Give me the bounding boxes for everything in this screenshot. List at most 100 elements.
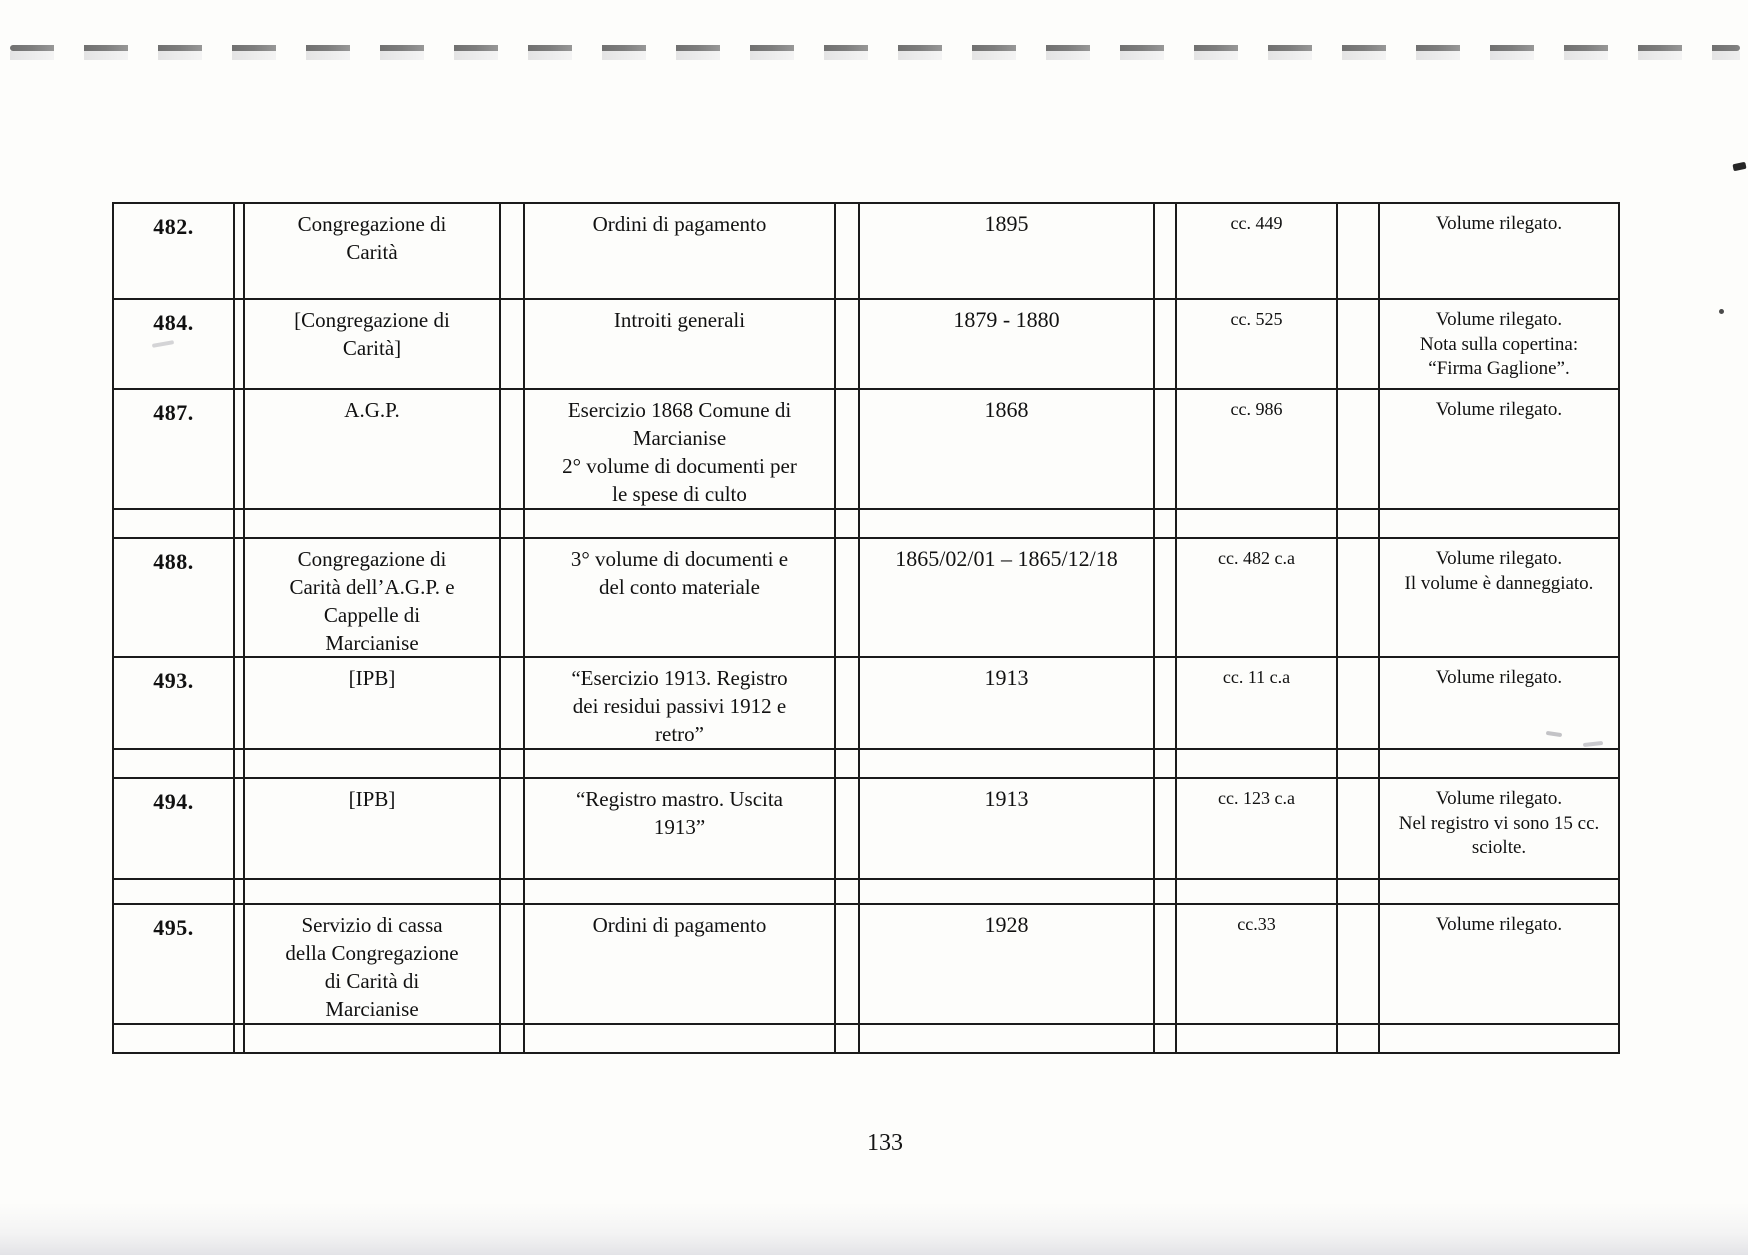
table-row: 482. Congregazione di Carità Ordini di p… (114, 204, 1620, 300)
spacer-cell (1155, 204, 1177, 300)
spacer-cell (235, 779, 245, 880)
spacer-cell (1338, 1025, 1380, 1054)
scan-artifact-mark (1732, 161, 1747, 172)
table-row: 495. Servizio di cassa della Congregazio… (114, 905, 1620, 1025)
spacer-cell (235, 658, 245, 750)
spacer-cell (1155, 390, 1177, 510)
cell-folio-count: cc.33 (1177, 905, 1338, 1025)
torn-paper-edge-shadow (10, 51, 1740, 60)
spacer-cell (860, 750, 1155, 779)
cell-record-number: 487. (114, 390, 235, 510)
spacer-cell (501, 658, 525, 750)
cell-folio-count: cc. 123 c.a (1177, 779, 1338, 880)
spacer-cell (1155, 539, 1177, 658)
spacer-cell (1177, 1025, 1338, 1054)
spacer-cell (501, 779, 525, 880)
spacer-cell (235, 204, 245, 300)
cell-date: 1868 (860, 390, 1155, 510)
spacer-cell (235, 1025, 245, 1054)
spacer-cell (836, 905, 860, 1025)
cell-folio-count: cc. 11 c.a (1177, 658, 1338, 750)
spacer-cell (1380, 750, 1620, 779)
spacer-cell (501, 905, 525, 1025)
spacer-cell (1155, 905, 1177, 1025)
table-row: 488. Congregazione di Carità dell’A.G.P.… (114, 539, 1620, 658)
spacer-row (114, 1025, 1620, 1054)
spacer-cell (1177, 510, 1338, 539)
spacer-cell (1155, 1025, 1177, 1054)
cell-date: 1913 (860, 658, 1155, 750)
table-row: 484. [Congregazione di Carità] Introiti … (114, 300, 1620, 390)
spacer-cell (836, 300, 860, 390)
spacer-cell (501, 750, 525, 779)
spacer-cell (114, 1025, 235, 1054)
cell-record-number: 493. (114, 658, 235, 750)
spacer-cell (245, 880, 501, 905)
spacer-cell (501, 539, 525, 658)
scan-artifact-dot (1719, 309, 1724, 314)
spacer-cell (501, 1025, 525, 1054)
spacer-cell (1338, 539, 1380, 658)
spacer-cell (1155, 658, 1177, 750)
torn-paper-edge-artifact (10, 45, 1740, 51)
cell-record-number: 482. (114, 204, 235, 300)
spacer-cell (836, 390, 860, 510)
cell-institution: [IPB] (245, 779, 501, 880)
cell-date: 1913 (860, 779, 1155, 880)
spacer-cell (1177, 750, 1338, 779)
cell-record-number: 484. (114, 300, 235, 390)
spacer-cell (501, 880, 525, 905)
spacer-cell (1338, 750, 1380, 779)
cell-title: Esercizio 1868 Comune di Marcianise 2° v… (525, 390, 836, 510)
spacer-cell (860, 1025, 1155, 1054)
table-row: 493. [IPB] “Esercizio 1913. Registro dei… (114, 658, 1620, 750)
cell-institution: Congregazione di Carità dell’A.G.P. e Ca… (245, 539, 501, 658)
spacer-row (114, 510, 1620, 539)
cell-title: Ordini di pagamento (525, 905, 836, 1025)
cell-institution: A.G.P. (245, 390, 501, 510)
table-row: 487. A.G.P. Esercizio 1868 Comune di Mar… (114, 390, 1620, 510)
spacer-cell (1380, 880, 1620, 905)
cell-title: “Registro mastro. Uscita 1913” (525, 779, 836, 880)
cell-title: Introiti generali (525, 300, 836, 390)
spacer-cell (525, 1025, 836, 1054)
spacer-cell (836, 750, 860, 779)
spacer-cell (1338, 905, 1380, 1025)
cell-institution: [Congregazione di Carità] (245, 300, 501, 390)
cell-date: 1865/02/01 – 1865/12/18 (860, 539, 1155, 658)
spacer-cell (235, 905, 245, 1025)
spacer-cell (1338, 300, 1380, 390)
spacer-cell (525, 510, 836, 539)
cell-record-number: 488. (114, 539, 235, 658)
spacer-cell (1155, 880, 1177, 905)
spacer-cell (245, 750, 501, 779)
spacer-cell (1155, 750, 1177, 779)
spacer-cell (525, 880, 836, 905)
table-row: 494. [IPB] “Registro mastro. Uscita 1913… (114, 779, 1620, 880)
spacer-cell (501, 390, 525, 510)
spacer-cell (1177, 880, 1338, 905)
cell-date: 1928 (860, 905, 1155, 1025)
spacer-cell (245, 510, 501, 539)
cell-folio-count: cc. 482 c.a (1177, 539, 1338, 658)
spacer-cell (1380, 1025, 1620, 1054)
cell-folio-count: cc. 986 (1177, 390, 1338, 510)
cell-notes: Volume rilegato. Il volume è danneggiato… (1380, 539, 1620, 658)
cell-notes: Volume rilegato. (1380, 204, 1620, 300)
spacer-row (114, 880, 1620, 905)
spacer-cell (1155, 510, 1177, 539)
spacer-cell (235, 539, 245, 658)
spacer-cell (1338, 204, 1380, 300)
spacer-cell (114, 880, 235, 905)
spacer-cell (836, 1025, 860, 1054)
spacer-cell (235, 510, 245, 539)
spacer-cell (836, 658, 860, 750)
cell-date: 1879 - 1880 (860, 300, 1155, 390)
spacer-cell (245, 1025, 501, 1054)
cell-notes: Volume rilegato. Nel registro vi sono 15… (1380, 779, 1620, 880)
spacer-cell (836, 510, 860, 539)
cell-record-number: 494. (114, 779, 235, 880)
cell-title: Ordini di pagamento (525, 204, 836, 300)
cell-title: “Esercizio 1913. Registro dei residui pa… (525, 658, 836, 750)
page-number: 133 (867, 1130, 903, 1156)
